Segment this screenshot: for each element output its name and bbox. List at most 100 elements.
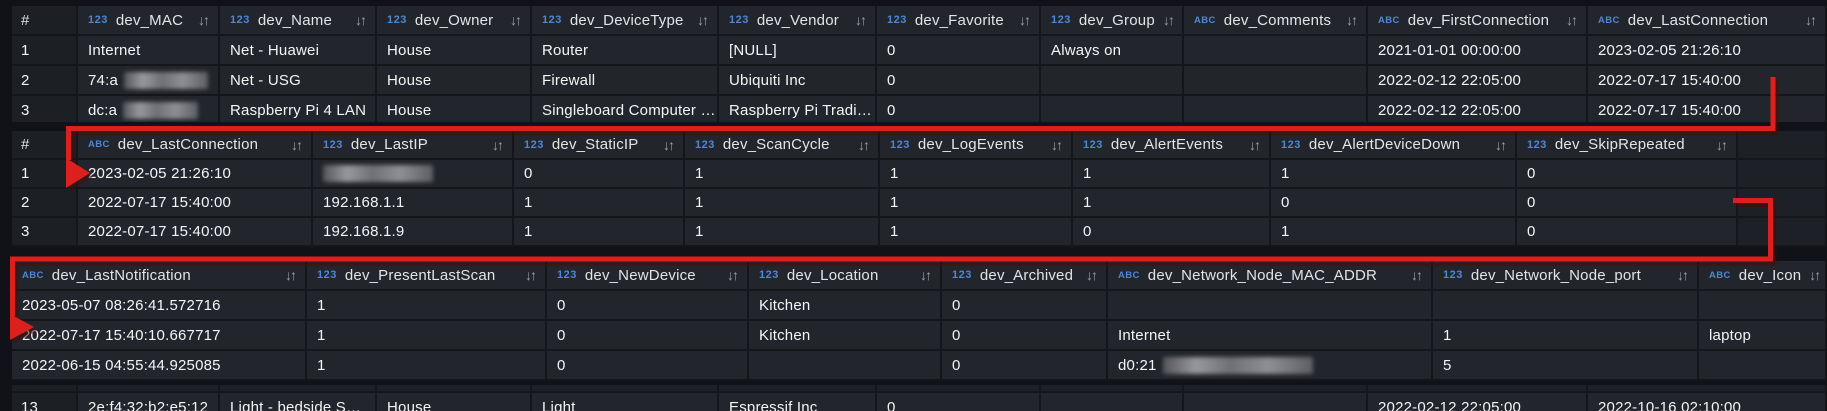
column-header-dev_ScanCycle[interactable]: 123 dev_ScanCycle ↓↑: [685, 131, 880, 160]
column-header-dev_MAC[interactable]: 123 dev_MAC ↓↑: [78, 6, 220, 36]
sort-icon[interactable]: ↓↑: [1805, 12, 1817, 28]
table-cell: Kitchen: [749, 321, 942, 351]
column-header-dev_Location[interactable]: 123 dev_Location ↓↑: [749, 261, 942, 291]
field-type-number-icon: 123: [729, 14, 749, 26]
cell-value: 1: [890, 223, 899, 240]
cell-value: 74:a: [88, 71, 118, 89]
table-row: 2023-05-07 08:26:41.572716 1 0 Kitchen 0: [12, 291, 1827, 321]
column-header-dev_LastConnection[interactable]: ABC dev_LastConnection ↓↑: [78, 131, 313, 160]
column-header-dev_StaticIP[interactable]: 123 dev_StaticIP ↓↑: [514, 131, 685, 160]
sort-icon[interactable]: ↓↑: [291, 136, 303, 153]
table-cell: 0: [547, 351, 749, 381]
cell-value: Internet: [88, 41, 141, 59]
table-cell: [1108, 291, 1433, 321]
column-header-dev_Icon[interactable]: ABC dev_Icon ↓↑: [1699, 261, 1827, 291]
sort-icon[interactable]: ↓↑: [525, 267, 537, 283]
column-header-dev_LogEvents[interactable]: 123 dev_LogEvents ↓↑: [880, 131, 1073, 160]
sort-icon[interactable]: ↓↑: [855, 12, 867, 28]
field-type-number-icon: 123: [524, 138, 544, 151]
field-type-number-icon: 123: [695, 138, 715, 151]
sort-icon[interactable]: ↓↑: [198, 12, 210, 28]
table-row: 2 74:a Net - USG House Firewall Ubiquiti Inc 0…: [12, 66, 1827, 96]
row-index-value: 3: [21, 101, 30, 119]
field-type-number-icon: 123: [890, 138, 910, 151]
column-header-empty: [1588, 385, 1827, 393]
column-header-dev_AlertEvents[interactable]: 123 dev_AlertEvents ↓↑: [1073, 131, 1271, 160]
sort-icon[interactable]: ↓↑: [920, 267, 932, 283]
column-header-label: dev_ScanCycle: [722, 136, 830, 153]
cell-value: 1: [1083, 194, 1092, 211]
cell-value: 2022-10-16 02:10:00: [1598, 398, 1742, 411]
column-header-dev_DeviceType[interactable]: 123 dev_DeviceType ↓↑: [532, 6, 719, 36]
sort-icon[interactable]: ↓↑: [1716, 136, 1728, 153]
column-header-dev_FirstConnection[interactable]: ABC dev_FirstConnection ↓↑: [1368, 6, 1588, 36]
cell-value: 2022-02-12 22:05:00: [1378, 71, 1522, 89]
column-header-dev_LastNotification[interactable]: ABC dev_LastNotification ↓↑: [12, 261, 307, 291]
column-header-dev_Vendor[interactable]: 123 dev_Vendor ↓↑: [719, 6, 877, 36]
table-cell: 1: [685, 189, 880, 218]
table-cell: 192.168.1.1: [313, 189, 514, 218]
sort-icon[interactable]: ↓↑: [663, 136, 675, 153]
field-type-number-icon: 123: [230, 14, 250, 26]
cell-value: d0:21: [1118, 356, 1157, 374]
column-header-dev_SkipRepeated[interactable]: 123 dev_SkipRepeated ↓↑: [1517, 131, 1738, 160]
column-header-dev_Network_Node_MAC_ADDR[interactable]: ABC dev_Network_Node_MAC_ADDR ↓↑: [1108, 261, 1433, 291]
column-header-empty: [877, 385, 1041, 393]
cell-value: 5: [1443, 356, 1452, 374]
index-header-label: #: [21, 11, 30, 29]
cell-value: Raspberry Pi Tradi…: [729, 101, 873, 119]
sort-icon[interactable]: ↓↑: [858, 136, 870, 153]
sort-icon[interactable]: ↓↑: [1495, 136, 1507, 153]
column-header-dev_Group[interactable]: 123 dev_Group ↓↑: [1041, 6, 1184, 36]
column-header-dev_AlertDeviceDown[interactable]: 123 dev_AlertDeviceDown ↓↑: [1271, 131, 1517, 160]
column-header-dev_Name[interactable]: 123 dev_Name ↓↑: [220, 6, 377, 36]
sort-icon[interactable]: ↓↑: [1809, 267, 1821, 283]
column-header-dev_Favorite[interactable]: 123 dev_Favorite ↓↑: [877, 6, 1041, 36]
sort-icon[interactable]: ↓↑: [1346, 12, 1358, 28]
column-header-dev_Owner[interactable]: 123 dev_Owner ↓↑: [377, 6, 532, 36]
sort-icon[interactable]: ↓↑: [355, 12, 367, 28]
table-cell: 2022-07-17 15:40:10.667717: [12, 321, 307, 351]
table-row: 3 2022-07-17 15:40:00 192.168.1.9 1 1 1 0 1 0: [12, 218, 1827, 247]
sort-icon[interactable]: ↓↑: [727, 267, 739, 283]
sort-icon[interactable]: ↓↑: [1162, 12, 1175, 28]
sort-icon[interactable]: ↓↑: [285, 267, 297, 283]
column-header-dev_Network_Node_port[interactable]: 123 dev_Network_Node_port ↓↑: [1433, 261, 1699, 291]
column-header-label: dev_MAC: [115, 11, 184, 29]
column-header-dev_LastIP[interactable]: 123 dev_LastIP ↓↑: [313, 131, 514, 160]
cell-value: 0: [524, 165, 533, 182]
table-cell: [1738, 218, 1827, 247]
column-header-dev_Archived[interactable]: 123 dev_Archived ↓↑: [942, 261, 1108, 291]
sort-icon[interactable]: ↓↑: [1677, 267, 1689, 283]
sort-icon[interactable]: ↓↑: [1411, 267, 1423, 283]
table-cell: Firewall: [532, 66, 719, 96]
table-cell: 0: [1271, 189, 1517, 218]
index-header-label: #: [21, 136, 30, 153]
sort-icon[interactable]: ↓↑: [1249, 136, 1261, 153]
column-header-empty: [377, 385, 532, 393]
sort-icon[interactable]: ↓↑: [1019, 12, 1031, 28]
column-header-dev_Comments[interactable]: ABC dev_Comments ↓↑: [1184, 6, 1368, 36]
column-header-dev_NewDevice[interactable]: 123 dev_NewDevice ↓↑: [547, 261, 749, 291]
field-type-string-icon: ABC: [1598, 14, 1620, 26]
field-type-string-icon: ABC: [88, 139, 110, 150]
cell-value: House: [387, 71, 432, 89]
cell-value: 192.168.1.1: [323, 194, 405, 211]
table-cell: House: [377, 66, 532, 96]
sort-icon[interactable]: ↓↑: [510, 12, 522, 28]
table-row: 13 2e:f4:32:b2:e5:12 Light - bedside S… Hou…: [12, 393, 1827, 411]
column-header-dev_LastConnection[interactable]: ABC dev_LastConnection ↓↑: [1588, 6, 1827, 36]
table-cell: [1433, 291, 1699, 321]
sort-icon[interactable]: ↓↑: [492, 136, 504, 153]
sort-icon[interactable]: ↓↑: [1566, 12, 1578, 28]
sort-icon[interactable]: ↓↑: [697, 12, 709, 28]
sort-icon[interactable]: ↓↑: [1086, 267, 1098, 283]
cell-value: Light: [542, 398, 576, 411]
row-index-header: #: [12, 131, 78, 160]
cell-value: 0: [887, 398, 896, 411]
column-header-label: dev_Comments: [1223, 11, 1332, 29]
table-cell: 1: [880, 189, 1073, 218]
cell-value: 1: [1281, 223, 1290, 240]
column-header-dev_PresentLastScan[interactable]: 123 dev_PresentLastScan ↓↑: [307, 261, 547, 291]
sort-icon[interactable]: ↓↑: [1051, 136, 1063, 153]
